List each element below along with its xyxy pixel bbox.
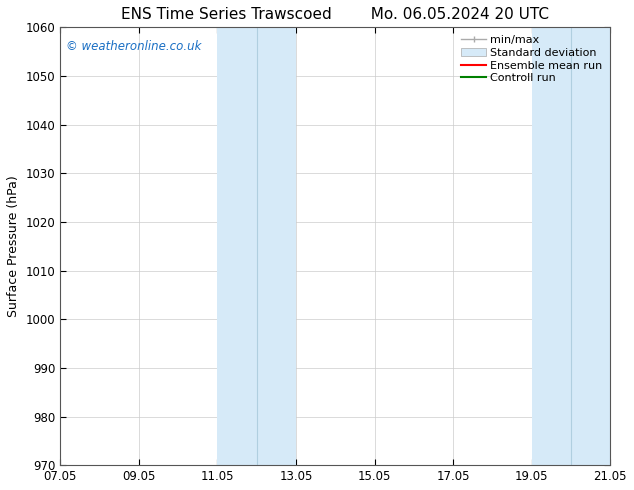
Bar (217, 27, 296, 465)
Title: ENS Time Series Trawscoed        Mo. 06.05.2024 20 UTC: ENS Time Series Trawscoed Mo. 06.05.2024… (121, 7, 549, 22)
Y-axis label: Surface Pressure (hPa): Surface Pressure (hPa) (7, 175, 20, 317)
Legend: min/max, Standard deviation, Ensemble mean run, Controll run: min/max, Standard deviation, Ensemble me… (459, 33, 605, 86)
Text: © weatheronline.co.uk: © weatheronline.co.uk (65, 40, 201, 53)
Bar (532, 27, 611, 465)
